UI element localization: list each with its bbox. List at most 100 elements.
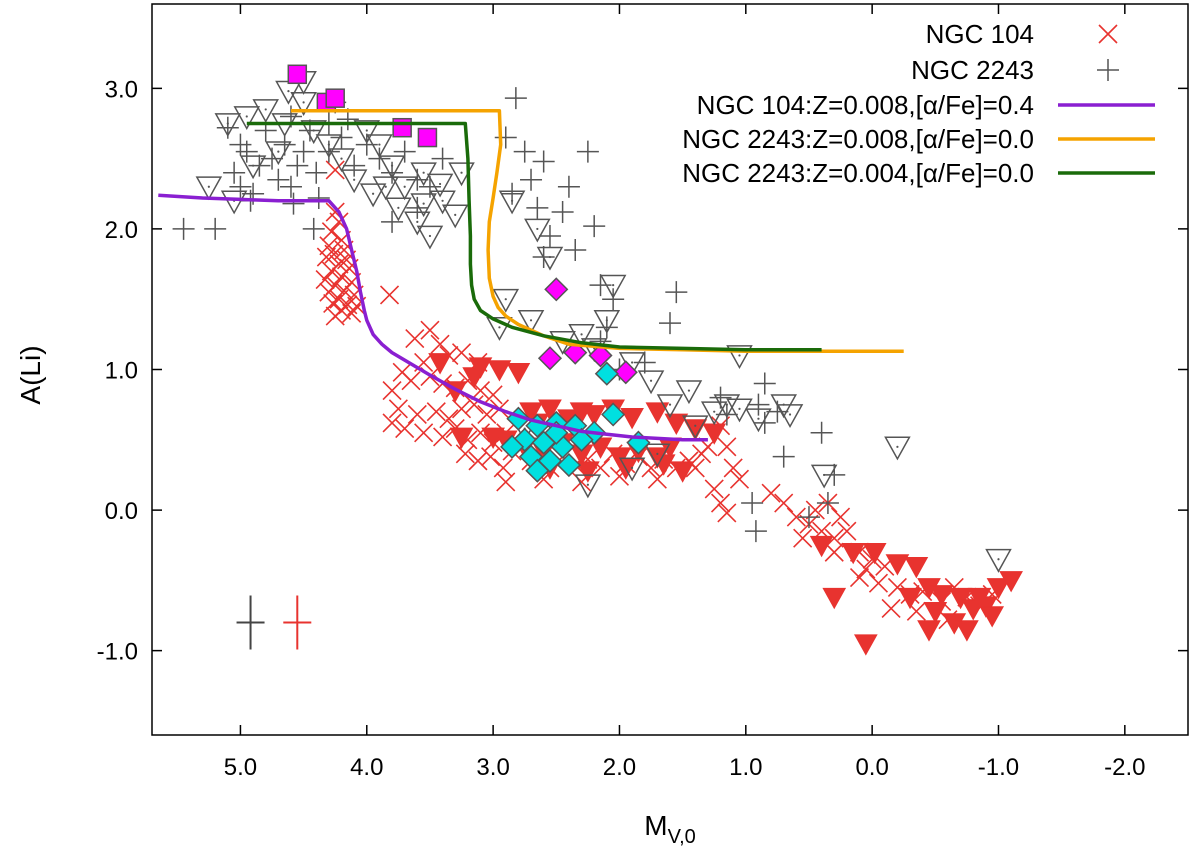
- series-3-point-22: [195, 176, 223, 201]
- series-3-point-31-dot: [536, 227, 539, 231]
- series-1-point-49: [917, 620, 941, 642]
- series-3-point-45-glyph: [700, 401, 728, 426]
- x-tick-label-3: 2.0: [603, 754, 636, 781]
- series-0-point-6-glyph: [319, 236, 339, 256]
- series-0-point-30: [430, 334, 450, 354]
- series-1-point-27-glyph: [576, 461, 600, 483]
- series-2-point-1-glyph: [229, 175, 252, 198]
- series-0-point-25-glyph: [325, 306, 345, 326]
- series-0-point-54-glyph: [433, 427, 453, 447]
- series-3-point-2-glyph: [252, 99, 279, 123]
- series-2-point-53-glyph: [602, 288, 625, 311]
- series-1-point-37: [885, 554, 910, 576]
- series-0-point-105-glyph: [824, 542, 844, 562]
- series-2-point-15: [355, 133, 378, 156]
- series-0-point-25: [325, 306, 345, 326]
- series-3-point-2-dot: [264, 108, 267, 111]
- series-0-point-60-glyph: [382, 413, 402, 433]
- series-2-point-31: [204, 217, 227, 240]
- series-2-point-56-glyph: [665, 281, 688, 304]
- series-3-point-40-glyph: [599, 274, 627, 299]
- series-0-point-9-glyph: [316, 247, 336, 267]
- series-3-point-1: [233, 106, 261, 131]
- series-3-point-46: [713, 394, 741, 419]
- series-2-point-30: [172, 217, 195, 240]
- series-3-point-17: [385, 197, 412, 222]
- x-tick-label-4: 1.0: [729, 754, 762, 781]
- series-0-point-49-glyph: [464, 395, 484, 415]
- series-0-point-20: [329, 289, 349, 309]
- series-3-point-14-dot: [454, 213, 457, 216]
- series-1-point-30-glyph: [670, 461, 695, 483]
- series-2-point-68-glyph: [741, 492, 764, 515]
- series-1-point-39-glyph: [929, 585, 954, 607]
- series-3-point-58: [726, 345, 753, 369]
- series-1-point-0-glyph: [428, 353, 452, 375]
- series-0-point-17-glyph: [334, 281, 354, 301]
- legend-label-4: NGC 2243:Z=0.004,[α/Fe]=0.0: [682, 158, 1034, 188]
- series-3-point-14: [441, 204, 469, 229]
- series-0-point-80-glyph: [496, 472, 516, 492]
- legend-swatch-0: [1098, 24, 1118, 44]
- series-3-point-11-dot: [403, 185, 406, 188]
- x-tick-label-6: -1.0: [978, 754, 1019, 781]
- series-0-point-21: [323, 293, 343, 313]
- series-3-point-22-dot: [207, 185, 210, 188]
- series-1-point-32: [449, 427, 474, 450]
- series-3-point-47: [726, 398, 753, 423]
- x-tick-label-0: 5.0: [224, 754, 257, 781]
- series-1-point-51-glyph: [822, 587, 847, 610]
- series-1-point-51: [822, 587, 847, 610]
- series-5-point-4-glyph: [613, 360, 638, 385]
- legend-entry-4: NGC 2243:Z=0.004,[α/Fe]=0.0: [682, 158, 1155, 188]
- series-0-point-90: [729, 469, 750, 489]
- series-3-point-52-glyph: [884, 436, 911, 461]
- series-3-point-44-dot: [694, 424, 697, 427]
- series-3-point-27-glyph: [426, 173, 454, 198]
- series-0-point-17: [334, 281, 354, 301]
- series-0-point-18-glyph: [319, 282, 339, 302]
- series-0-point-45: [407, 404, 427, 425]
- series-0-point-90-glyph: [729, 469, 750, 489]
- series-3-point-18-glyph: [372, 176, 400, 201]
- x-axis-label-sub: V,0: [668, 826, 696, 848]
- series-0-point-95-glyph: [774, 493, 794, 513]
- series-0-point-48-glyph: [451, 399, 472, 419]
- series-0-point-61: [455, 444, 475, 464]
- series-1-point-53-glyph: [809, 535, 834, 558]
- series-1-point-44-glyph: [999, 571, 1023, 593]
- series-1-point-12: [645, 402, 670, 424]
- axes-layer: 5.0 4.0 3.0 2.0 1.0 0.0 -1.0 -2.0 3.0 2.0 1.0 0.0 -1…: [97, 3, 1189, 781]
- series-0-point-46: [426, 402, 446, 422]
- series-2-point-35: [302, 217, 325, 240]
- series-3-point-0-glyph: [214, 113, 242, 138]
- series-0-point-43-glyph: [382, 381, 402, 401]
- series-0-point-29: [420, 320, 440, 340]
- series-0-point-121-glyph: [856, 559, 876, 579]
- series-0-point-103-glyph: [837, 521, 857, 541]
- series-0-point-26: [342, 303, 362, 323]
- error-bar-1: [283, 595, 312, 650]
- series-3-point-7-glyph: [328, 148, 355, 173]
- series-3-point-53-glyph: [985, 548, 1012, 573]
- series-4: [287, 64, 438, 148]
- series-3-point-32-glyph: [536, 246, 564, 271]
- series-3-point-19: [340, 169, 368, 194]
- series-5-point-0-glyph: [544, 277, 569, 302]
- error-bar-glyph-0: [236, 595, 265, 650]
- series-0-point-53-glyph: [414, 423, 434, 443]
- series-2-point-52-glyph: [589, 274, 612, 297]
- series-4-point-0-glyph: [287, 64, 308, 85]
- series-2-point-37-glyph: [406, 196, 429, 219]
- series-0-point-42-glyph: [483, 385, 503, 405]
- series-3-point-42-dot: [649, 379, 653, 382]
- series-6-point-10: [569, 427, 594, 452]
- series-1-point-14: [683, 419, 708, 441]
- series-3-point-59-glyph: [618, 457, 646, 482]
- series-2-point-16: [368, 147, 391, 170]
- series-3-point-27: [426, 173, 454, 198]
- series-1-point-11-glyph: [620, 407, 644, 430]
- series-0-point-12-glyph: [321, 261, 341, 281]
- series-0-point-12: [321, 261, 341, 281]
- series-1-point-14-glyph: [683, 419, 708, 441]
